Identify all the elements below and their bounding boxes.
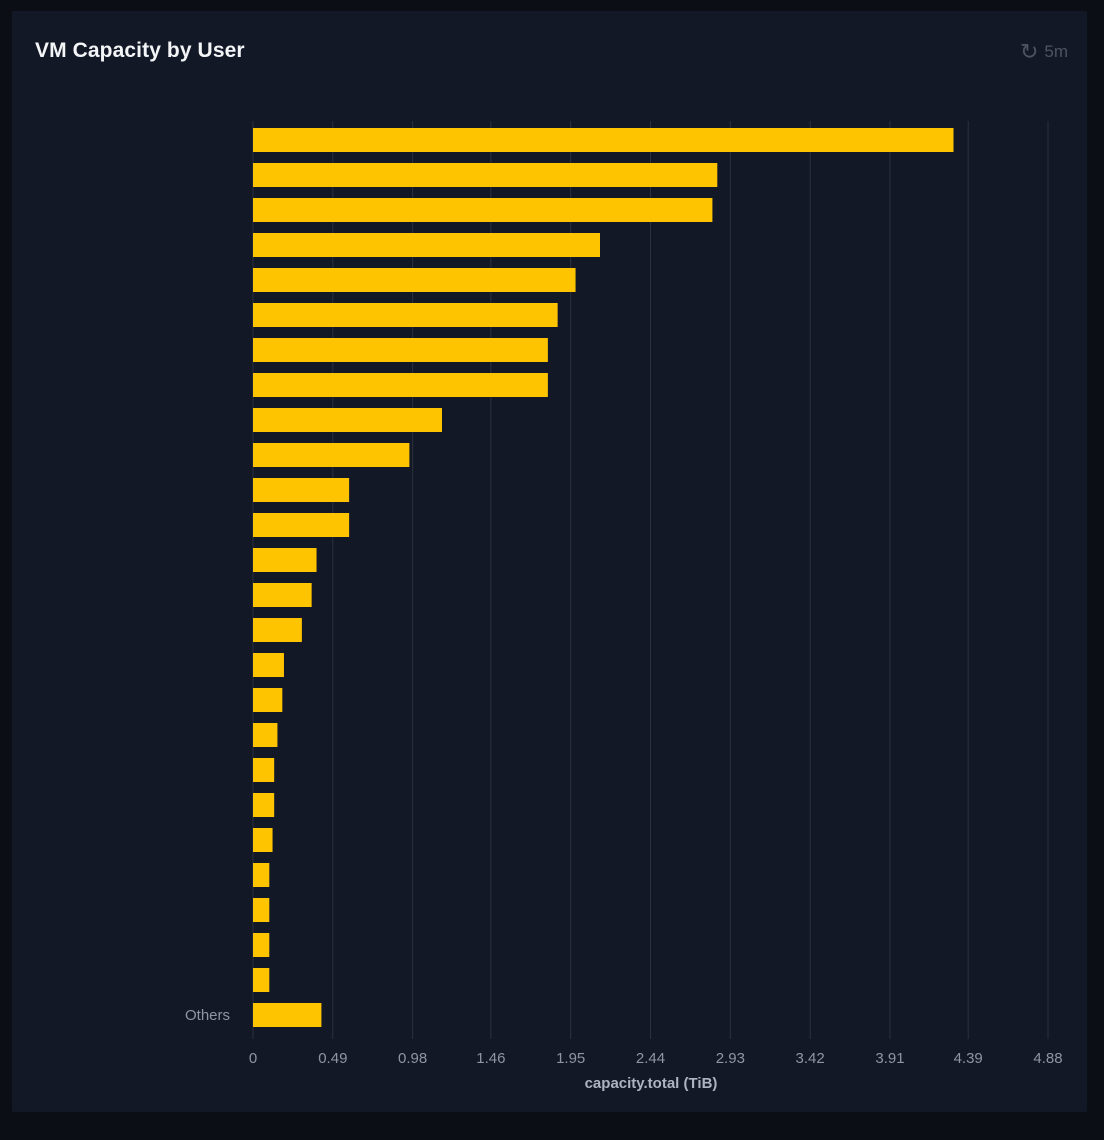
x-tick-label: 2.93 (716, 1050, 745, 1067)
x-tick-label: 3.91 (875, 1050, 904, 1067)
bar[interactable] (253, 443, 410, 467)
x-tick-label: 0.98 (398, 1050, 427, 1067)
bar[interactable] (253, 303, 558, 327)
x-tick-label: 2.44 (636, 1050, 665, 1067)
bar[interactable] (253, 408, 442, 432)
bar[interactable] (253, 828, 273, 852)
x-tick-label: 1.46 (476, 1050, 505, 1067)
bar[interactable] (253, 863, 270, 887)
bar[interactable] (253, 653, 284, 677)
bar-chart: 0 0.49 0.98 1.46 1.95 2.44 2.93 3.42 3.91 4.39 4.8… (185, 121, 1063, 1092)
refresh-interval: 5m (1044, 42, 1068, 61)
bar[interactable] (253, 723, 278, 747)
bar[interactable] (253, 548, 317, 572)
bar[interactable] (253, 618, 302, 642)
bar[interactable] (253, 898, 270, 922)
x-tick-label: 0 (249, 1050, 257, 1067)
bar[interactable] (253, 1003, 322, 1027)
bar[interactable] (253, 338, 548, 362)
bar[interactable] (253, 793, 275, 817)
chart-panel: VM Capacity by User ↻ 5m 0 0.49 0.98 1.46 1.… (12, 11, 1087, 1112)
panel-title: VM Capacity by User (35, 39, 245, 62)
category-label: Others (185, 1007, 230, 1024)
bar[interactable] (253, 373, 548, 397)
bar[interactable] (253, 758, 275, 782)
bar[interactable] (253, 128, 954, 152)
bar[interactable] (253, 233, 600, 257)
x-tick-label: 3.42 (796, 1050, 825, 1067)
x-axis-title: capacity.total (TiB) (585, 1075, 718, 1092)
bar[interactable] (253, 583, 312, 607)
bar[interactable] (253, 198, 713, 222)
refresh-button[interactable]: ↻ 5m (1020, 41, 1068, 63)
x-tick-label: 0.49 (318, 1050, 347, 1067)
x-tick-label: 4.39 (954, 1050, 983, 1067)
bar[interactable] (253, 268, 576, 292)
bar[interactable] (253, 513, 350, 537)
refresh-icon: ↻ (1019, 39, 1039, 64)
bar[interactable] (253, 163, 718, 187)
bar[interactable] (253, 478, 350, 502)
bar[interactable] (253, 968, 270, 992)
x-tick-label: 1.95 (556, 1050, 585, 1067)
x-tick-label: 4.88 (1033, 1050, 1062, 1067)
bar[interactable] (253, 933, 270, 957)
bar[interactable] (253, 688, 283, 712)
